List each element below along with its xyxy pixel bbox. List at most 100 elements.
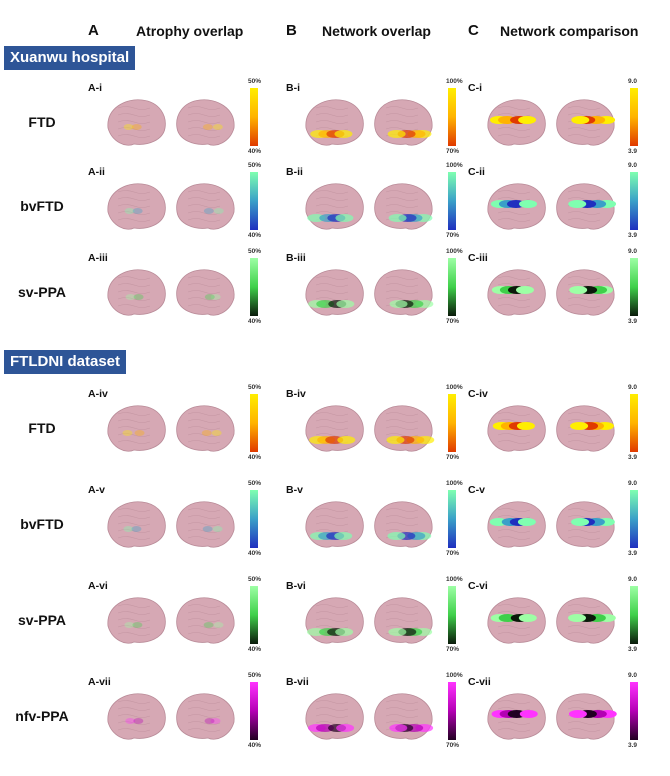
colorbar-min-label: 70% <box>446 742 460 749</box>
right-hemisphere <box>176 693 235 740</box>
right-hemisphere <box>556 99 616 146</box>
colorbar-max-label: 9.0 <box>628 672 638 679</box>
colorbar-min-label: 40% <box>248 318 262 325</box>
left-hemisphere <box>305 183 364 230</box>
left-hemisphere <box>107 501 166 548</box>
row-label: FTD <box>28 114 56 130</box>
panel-id: C-i <box>468 82 482 94</box>
colorbar <box>448 586 456 644</box>
colorbar-min-label: 70% <box>446 454 460 461</box>
row-label: FTD <box>28 420 56 436</box>
right-hemisphere <box>374 183 433 230</box>
right-hemisphere <box>176 405 235 452</box>
column-title-a: Atrophy overlap <box>136 23 244 39</box>
row-label: sv-PPA <box>18 612 66 628</box>
panel-id: A-vii <box>88 676 111 688</box>
brain-rendering <box>294 178 444 238</box>
colorbar-min-label: 40% <box>248 550 262 557</box>
colorbar-min-label: 70% <box>446 646 460 653</box>
left-hemisphere <box>107 405 166 452</box>
brain-rendering <box>476 496 626 556</box>
row-label: sv-PPA <box>18 284 66 300</box>
colorbar-max-label: 9.0 <box>628 480 638 487</box>
colorbar-min-label: 40% <box>248 646 262 653</box>
left-hemisphere <box>487 501 546 548</box>
colorbar-min-label: 3.9 <box>628 232 638 239</box>
brain-rendering <box>476 94 626 154</box>
colorbar-min-label: 70% <box>446 232 460 239</box>
colorbar <box>630 394 638 452</box>
colorbar <box>448 88 456 146</box>
colorbar-min-label: 3.9 <box>628 550 638 557</box>
left-hemisphere <box>107 269 166 316</box>
right-hemisphere <box>374 597 433 644</box>
colorbar <box>448 394 456 452</box>
left-hemisphere <box>305 597 364 644</box>
colorbar <box>250 490 258 548</box>
colorbar-min-label: 3.9 <box>628 318 638 325</box>
colorbar-min-label: 40% <box>248 148 262 155</box>
section-header-ftldni: FTLDNI dataset <box>4 350 127 374</box>
panel-id: C-ii <box>468 166 485 178</box>
brain-rendering <box>96 400 246 460</box>
colorbar-max-label: 9.0 <box>628 576 638 583</box>
left-hemisphere <box>107 693 166 740</box>
colorbar-max-label: 100% <box>446 480 463 487</box>
panel-id: B-ii <box>286 166 303 178</box>
panel-id: C-iv <box>468 388 488 400</box>
panel-id: B-iv <box>286 388 306 400</box>
panel-id: A-i <box>88 82 102 94</box>
brain-rendering <box>96 688 246 748</box>
right-hemisphere <box>556 693 617 740</box>
left-hemisphere <box>305 405 364 452</box>
brain-rendering <box>476 592 626 652</box>
brain-rendering <box>294 400 444 460</box>
left-hemisphere <box>487 269 546 316</box>
colorbar-min-label: 3.9 <box>628 148 638 155</box>
right-hemisphere <box>556 501 615 548</box>
left-hemisphere <box>107 99 166 146</box>
brain-rendering <box>294 94 444 154</box>
brain-rendering <box>294 592 444 652</box>
colorbar <box>630 258 638 316</box>
colorbar-max-label: 50% <box>248 162 262 169</box>
colorbar-max-label: 100% <box>446 384 463 391</box>
panel-id: A-ii <box>88 166 105 178</box>
column-letter-a: A <box>88 22 99 39</box>
right-hemisphere <box>556 597 616 644</box>
panel-id: A-v <box>88 484 105 496</box>
colorbar <box>630 88 638 146</box>
row-label: bvFTD <box>20 516 64 532</box>
colorbar <box>630 586 638 644</box>
panel-id: C-v <box>468 484 485 496</box>
colorbar <box>250 394 258 452</box>
right-hemisphere <box>374 269 434 316</box>
colorbar-min-label: 40% <box>248 232 262 239</box>
left-hemisphere <box>305 501 364 548</box>
colorbar-max-label: 9.0 <box>628 162 638 169</box>
panel-id: A-iii <box>88 252 108 264</box>
right-hemisphere <box>176 99 235 146</box>
panel-id: B-i <box>286 82 300 94</box>
colorbar <box>630 490 638 548</box>
left-hemisphere <box>487 405 546 452</box>
right-hemisphere <box>556 269 615 316</box>
right-hemisphere <box>556 183 617 230</box>
colorbar-min-label: 40% <box>248 454 262 461</box>
panel-id: C-vii <box>468 676 491 688</box>
panel-id: B-vi <box>286 580 306 592</box>
brain-rendering <box>96 592 246 652</box>
left-hemisphere <box>305 693 364 740</box>
left-hemisphere <box>487 597 546 644</box>
colorbar-min-label: 3.9 <box>628 454 638 461</box>
colorbar <box>250 88 258 146</box>
brain-rendering <box>294 688 444 748</box>
row-label: bvFTD <box>20 198 64 214</box>
brain-rendering <box>476 400 626 460</box>
colorbar-max-label: 100% <box>446 162 463 169</box>
left-hemisphere <box>487 183 546 230</box>
colorbar-max-label: 50% <box>248 78 262 85</box>
colorbar <box>630 682 638 740</box>
brain-rendering <box>96 264 246 324</box>
row-label: nfv-PPA <box>15 708 69 724</box>
